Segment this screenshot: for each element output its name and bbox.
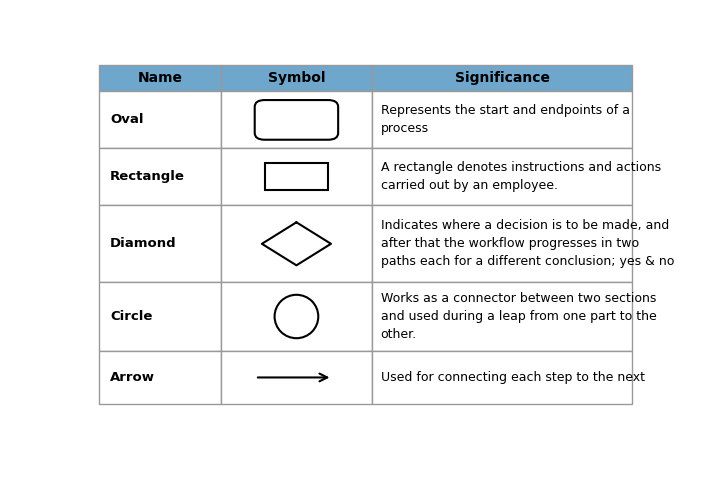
Bar — [99, 91, 220, 148]
Bar — [220, 148, 372, 206]
Bar — [372, 148, 632, 206]
Bar — [372, 282, 632, 351]
Text: Arrow: Arrow — [110, 371, 155, 384]
Bar — [99, 206, 220, 282]
FancyBboxPatch shape — [255, 100, 338, 139]
Bar — [220, 206, 372, 282]
Text: Name: Name — [138, 71, 183, 85]
Text: Rectangle: Rectangle — [110, 171, 185, 183]
Bar — [99, 282, 220, 351]
Bar — [220, 65, 372, 91]
Bar — [99, 148, 220, 206]
Text: Oval: Oval — [110, 113, 143, 126]
Ellipse shape — [275, 295, 318, 338]
Bar — [220, 282, 372, 351]
Text: Significance: Significance — [455, 71, 550, 85]
Bar — [372, 91, 632, 148]
Text: Circle: Circle — [110, 310, 153, 323]
Text: Indicates where a decision is to be made, and
after that the workflow progresses: Indicates where a decision is to be made… — [381, 219, 674, 268]
Text: A rectangle denotes instructions and actions
carried out by an employee.: A rectangle denotes instructions and act… — [381, 161, 661, 192]
Bar — [372, 206, 632, 282]
Bar — [372, 65, 632, 91]
Text: Used for connecting each step to the next: Used for connecting each step to the nex… — [381, 371, 645, 384]
Bar — [99, 351, 220, 404]
Bar — [99, 65, 220, 91]
Text: Works as a connector between two sections
and used during a leap from one part t: Works as a connector between two section… — [381, 292, 657, 341]
Bar — [220, 351, 372, 404]
Bar — [265, 163, 328, 191]
Bar — [220, 91, 372, 148]
Bar — [372, 351, 632, 404]
Text: Symbol: Symbol — [267, 71, 325, 85]
Text: Diamond: Diamond — [110, 237, 177, 250]
Text: Represents the start and endpoints of a
process: Represents the start and endpoints of a … — [381, 104, 630, 136]
